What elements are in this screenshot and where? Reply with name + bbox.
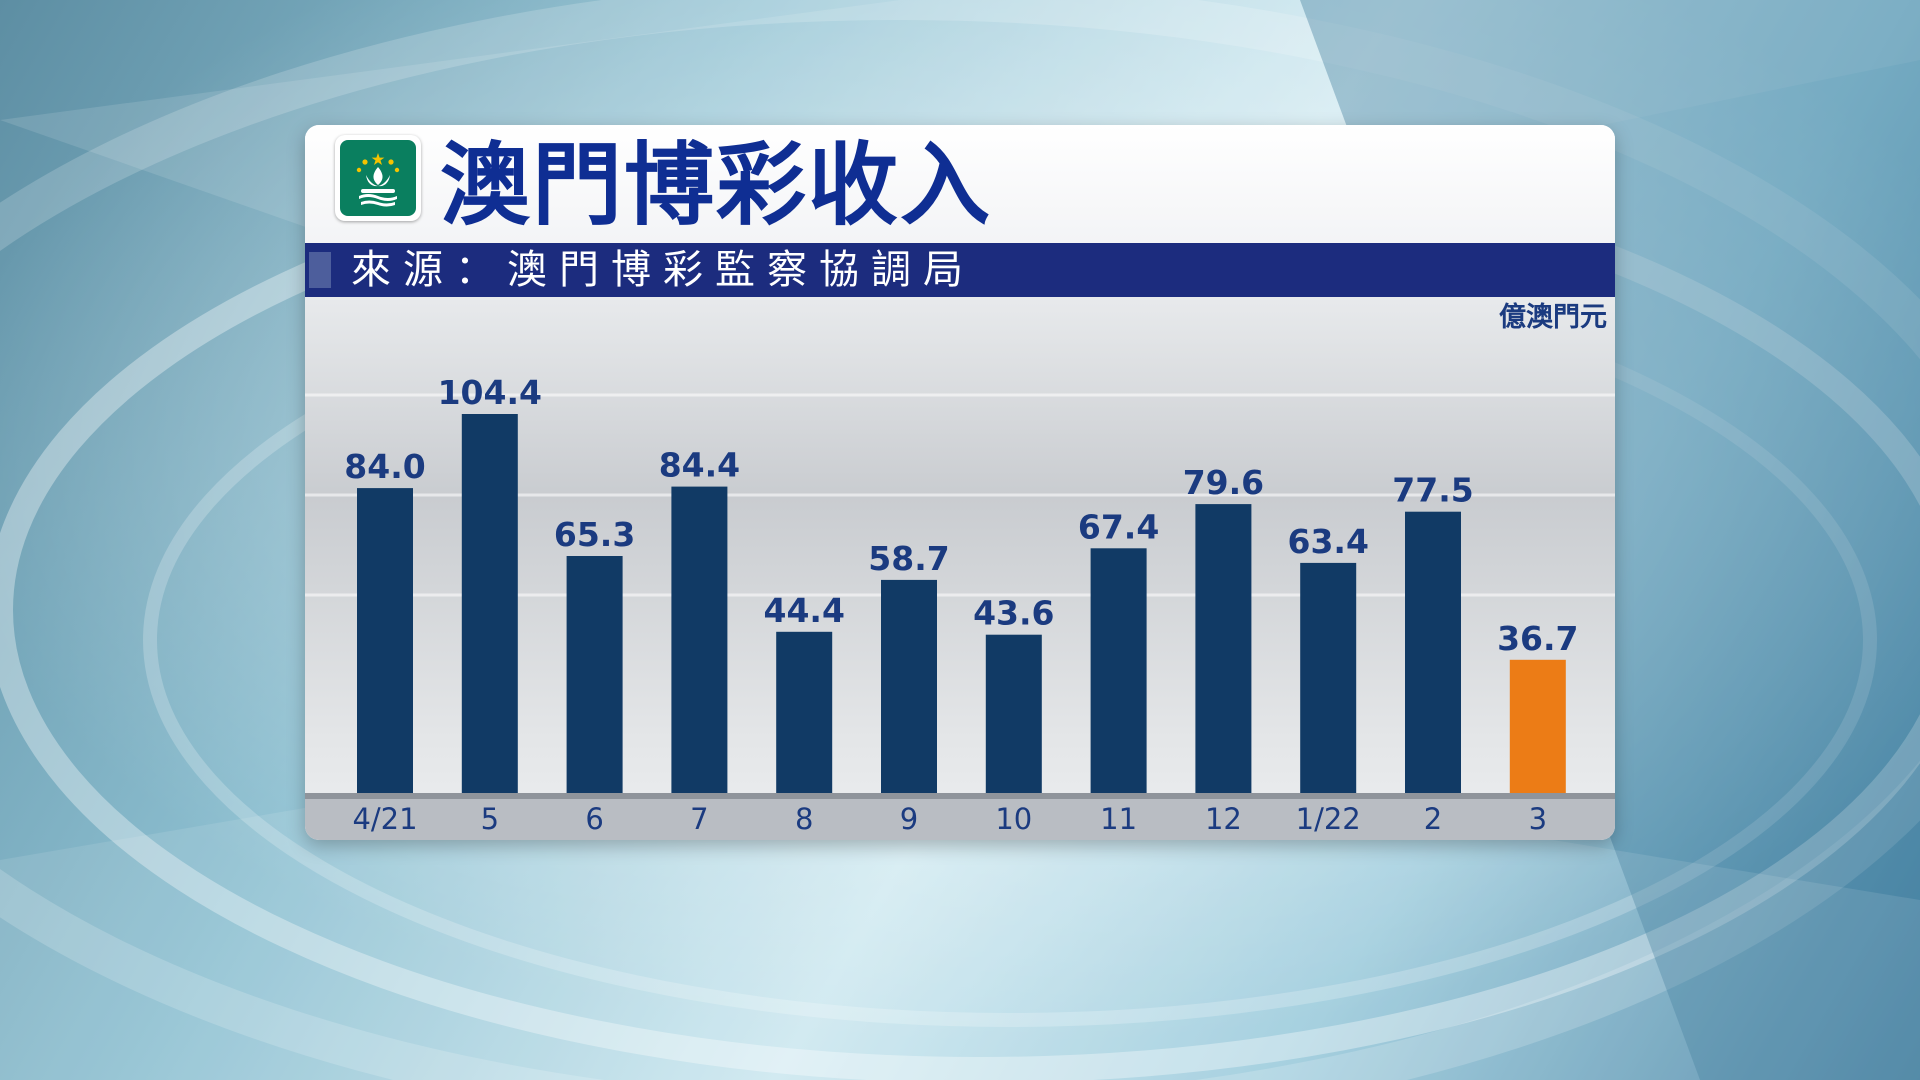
data-label: 58.7 <box>868 539 949 578</box>
data-label: 84.0 <box>344 447 425 486</box>
source-accent <box>309 252 331 288</box>
tick-label: 1/22 <box>1296 802 1361 836</box>
tick-label: 6 <box>585 802 603 836</box>
data-label: 63.4 <box>1287 522 1368 561</box>
bar-1-22 <box>1300 562 1357 793</box>
tick-label: 3 <box>1529 802 1547 836</box>
category-band <box>305 793 1615 840</box>
bar-8 <box>776 631 833 793</box>
bar-2 <box>1405 511 1461 793</box>
chart-source: 來源：澳門博彩監察協調局 <box>351 247 975 293</box>
data-label: 43.6 <box>973 594 1054 633</box>
macau-flag-icon <box>335 135 421 221</box>
source-band: 來源：澳門博彩監察協調局 <box>305 243 1615 297</box>
bar-4-21 <box>357 488 413 793</box>
tick-label: 10 <box>995 802 1032 836</box>
bar-9 <box>881 579 937 793</box>
data-label: 84.4 <box>659 446 740 485</box>
data-label: 104.4 <box>438 373 542 412</box>
data-label: 79.6 <box>1183 463 1264 502</box>
chart-title: 澳門博彩收入 <box>440 133 992 238</box>
chart-card: 澳門博彩收入 來源：澳門博彩監察協調局 億澳門元 84.0 104.4 65.3 84… <box>305 125 1615 840</box>
bar-6 <box>566 556 623 793</box>
data-label: 77.5 <box>1392 471 1473 510</box>
tick-label: 5 <box>481 802 499 836</box>
tick-label: 11 <box>1100 802 1137 836</box>
bar-3 <box>1509 659 1566 793</box>
data-label: 65.3 <box>554 515 635 554</box>
bar-7 <box>671 486 728 793</box>
tick-label: 4/21 <box>352 802 417 836</box>
data-label: 44.4 <box>763 591 844 630</box>
title-band <box>305 125 1615 243</box>
bar-chart-plot: 84.0 104.4 65.3 84.4 44.4 58.7 43.6 67.4 79.6 63.… <box>305 373 1615 840</box>
tick-label: 2 <box>1424 802 1442 836</box>
bar-10 <box>985 634 1042 793</box>
bar-5 <box>461 414 518 793</box>
bar-11 <box>1090 548 1147 793</box>
tick-label: 9 <box>900 802 918 836</box>
bar-12 <box>1195 504 1252 793</box>
tick-label: 12 <box>1205 802 1242 836</box>
baseline <box>305 793 1615 799</box>
tick-label: 7 <box>690 802 708 836</box>
unit-label: 億澳門元 <box>1499 302 1607 333</box>
data-label: 67.4 <box>1078 507 1159 546</box>
data-label: 36.7 <box>1497 619 1578 658</box>
tick-label: 8 <box>795 802 813 836</box>
